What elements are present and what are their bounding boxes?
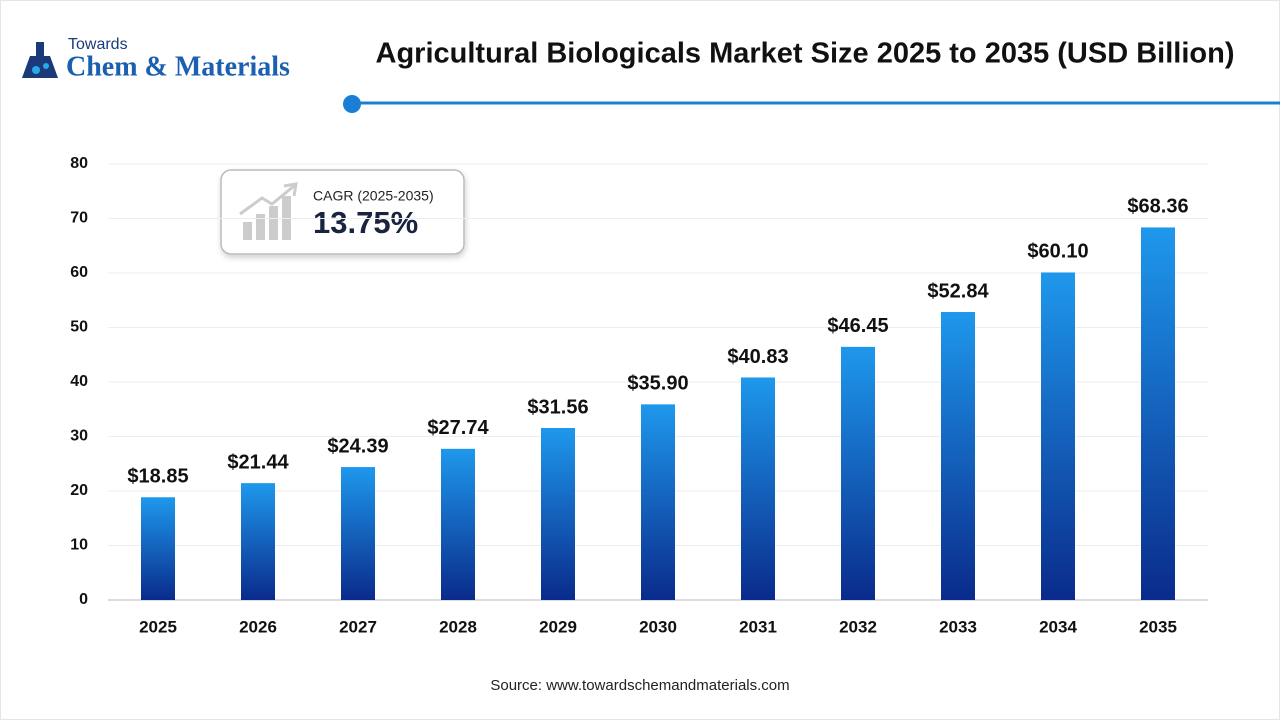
cagr-frame	[220, 169, 465, 255]
source: Source: www.towardschemandmaterials.com	[490, 677, 789, 694]
bar	[841, 346, 875, 600]
value-label: $68.36	[1127, 196, 1188, 218]
value-label: $52.84	[927, 280, 989, 302]
x-tick-label: 2027	[339, 617, 377, 636]
x-tick-label: 2033	[939, 617, 977, 636]
cagr-box: CAGR (2025-2035) 13.75%	[220, 169, 465, 255]
value-label: $21.44	[227, 451, 289, 473]
value-label: $31.56	[527, 396, 588, 418]
cagr-icon	[239, 182, 298, 216]
value-label: $24.39	[327, 435, 388, 457]
x-tick-label: 2030	[639, 617, 677, 636]
logo-icon	[32, 66, 40, 74]
y-tick-label: 70	[70, 210, 88, 227]
logo-text: Chem & Materials	[66, 51, 290, 82]
value-label: $46.45	[827, 315, 888, 337]
cagr-value: 13.75%	[313, 205, 418, 240]
logo: Towards Chem & Materials	[22, 36, 290, 82]
bar	[941, 312, 975, 600]
x-tick-label: 2034	[1039, 617, 1077, 636]
y-tick-label: 20	[70, 482, 88, 499]
x-tick-label: 2029	[539, 617, 577, 636]
y-tick-label: 40	[70, 373, 88, 390]
value-label: $40.83	[727, 346, 788, 368]
bar	[741, 377, 775, 600]
chart-title: Agricultural Biologicals Market Size 202…	[376, 38, 1235, 70]
x-tick-label: 2026	[239, 617, 277, 636]
value-label: $60.10	[1027, 241, 1088, 263]
x-tick-label: 2028	[439, 617, 477, 636]
y-tick-label: 60	[70, 264, 88, 281]
value-label: $35.90	[627, 373, 688, 395]
cagr-icon	[256, 214, 265, 240]
cagr-icon	[243, 222, 252, 240]
bar	[1041, 272, 1075, 600]
y-tick-label: 50	[70, 319, 88, 336]
y-tick-label: 10	[70, 537, 88, 554]
cagr-label: CAGR (2025-2035)	[313, 188, 434, 204]
logo-icon	[22, 56, 58, 78]
y-tick-label: 80	[70, 155, 88, 172]
x-tick-label: 2025	[139, 617, 177, 636]
y-tick-label: 30	[70, 428, 88, 445]
value-label: $18.85	[127, 466, 188, 488]
logo-icon	[36, 42, 44, 56]
bar	[1141, 227, 1175, 601]
logo-text: Towards	[68, 36, 128, 53]
bar	[441, 448, 475, 600]
bar	[641, 404, 675, 600]
bar	[241, 483, 275, 600]
bar	[341, 467, 375, 600]
x-tick-label: 2035	[1139, 617, 1177, 636]
title-rule-dot	[343, 95, 361, 113]
x-tick-label: 2032	[839, 617, 877, 636]
bar	[541, 427, 575, 600]
y-tick-label: 0	[79, 591, 88, 608]
x-tick-label: 2031	[739, 617, 777, 636]
bar	[141, 497, 175, 600]
value-label: $27.74	[427, 417, 489, 439]
cagr-icon	[269, 206, 278, 240]
logo-icon	[43, 63, 49, 69]
